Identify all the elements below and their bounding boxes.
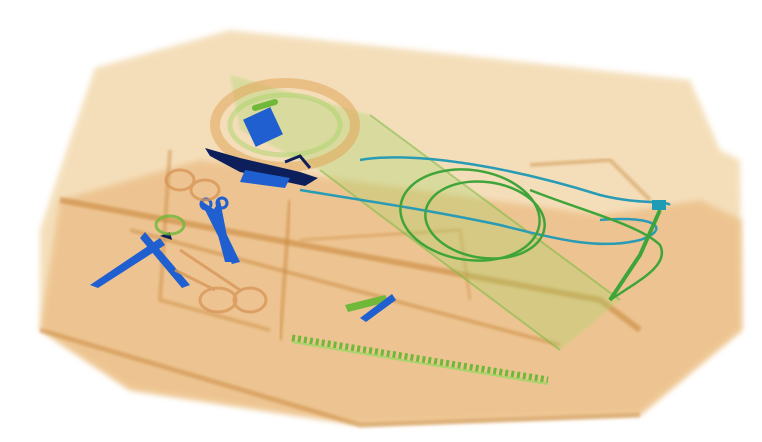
comb-strip bbox=[291, 334, 549, 385]
cable-coil bbox=[210, 78, 360, 172]
green-cable-loop bbox=[399, 168, 666, 302]
small-clip bbox=[345, 294, 396, 322]
knife-dark bbox=[205, 148, 318, 188]
scissors-orange bbox=[154, 168, 268, 314]
tray-box bbox=[39, 30, 742, 428]
